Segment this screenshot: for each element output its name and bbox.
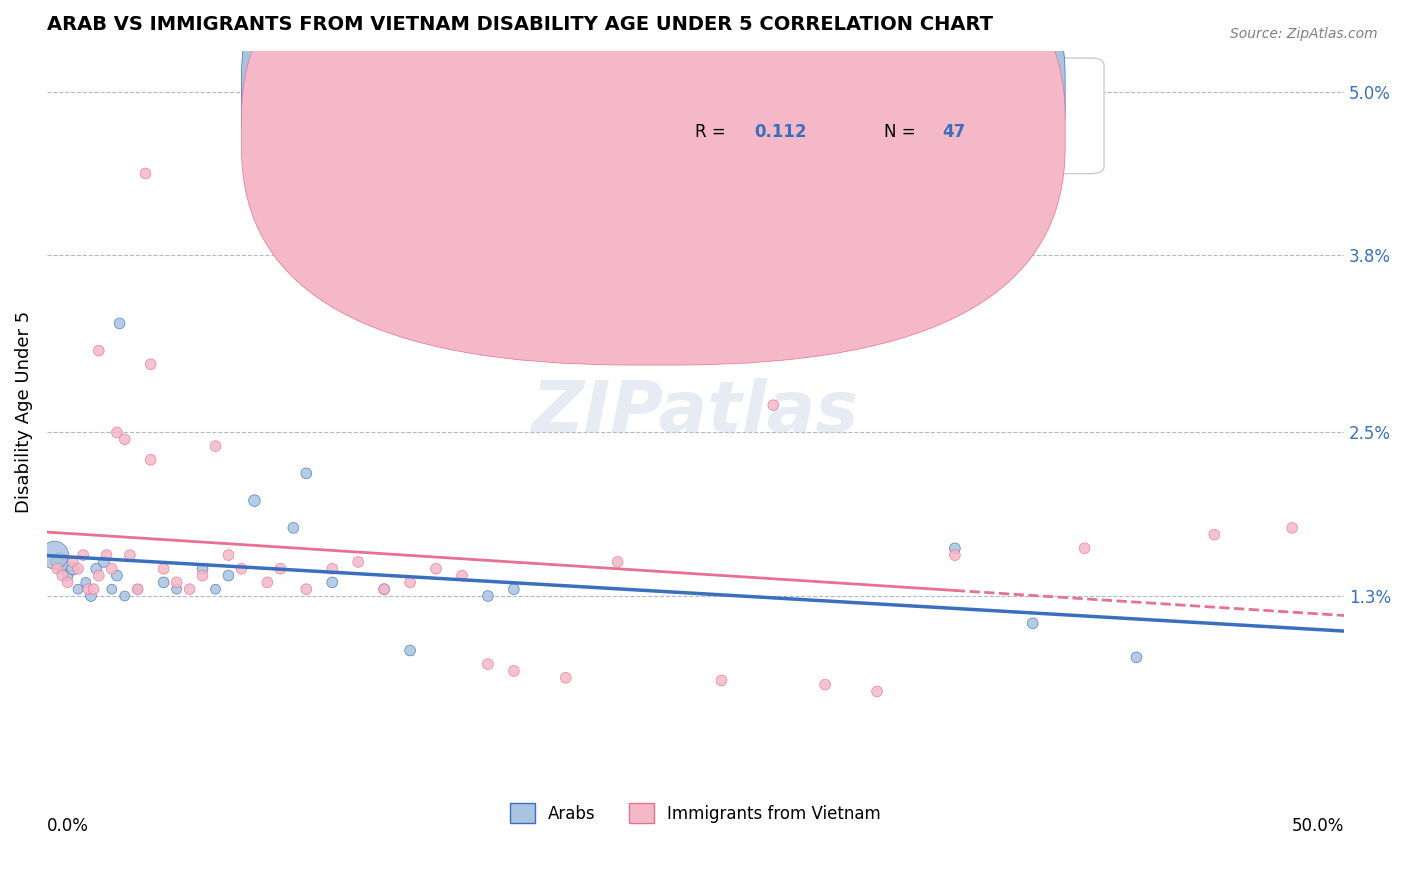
Point bbox=[134, 167, 156, 181]
Point bbox=[152, 575, 174, 590]
Point bbox=[321, 575, 343, 590]
Point bbox=[218, 568, 240, 582]
Point bbox=[114, 432, 136, 446]
Point bbox=[762, 398, 785, 412]
Text: ZIPatlas: ZIPatlas bbox=[531, 377, 859, 447]
Point bbox=[87, 343, 110, 358]
Point bbox=[1125, 650, 1147, 665]
Point bbox=[606, 555, 628, 569]
Point bbox=[218, 548, 240, 562]
Text: 0.112: 0.112 bbox=[754, 123, 806, 141]
Point bbox=[243, 493, 266, 508]
Text: 50.0%: 50.0% bbox=[1292, 816, 1344, 835]
Point bbox=[139, 452, 162, 467]
Text: 47: 47 bbox=[942, 123, 965, 141]
Text: R =: R = bbox=[696, 81, 731, 100]
Point bbox=[166, 582, 188, 597]
Point bbox=[1204, 527, 1226, 541]
Point bbox=[866, 684, 889, 698]
Point bbox=[1021, 616, 1043, 631]
Point bbox=[554, 671, 576, 685]
Point bbox=[84, 562, 107, 576]
Point bbox=[256, 575, 278, 590]
Point bbox=[191, 568, 214, 582]
Text: 30: 30 bbox=[942, 81, 965, 100]
Text: N =: N = bbox=[883, 81, 921, 100]
Point bbox=[93, 555, 115, 569]
Point bbox=[127, 582, 149, 597]
Point bbox=[502, 664, 524, 678]
FancyBboxPatch shape bbox=[242, 0, 1066, 326]
Text: N =: N = bbox=[883, 123, 921, 141]
Point bbox=[96, 548, 118, 562]
Point bbox=[152, 562, 174, 576]
Point bbox=[114, 589, 136, 603]
Point bbox=[814, 677, 837, 691]
Point bbox=[166, 575, 188, 590]
Point bbox=[295, 582, 318, 597]
Point bbox=[347, 555, 370, 569]
Point bbox=[269, 562, 291, 576]
Point bbox=[502, 582, 524, 597]
Point bbox=[451, 568, 474, 582]
Point bbox=[44, 548, 66, 562]
Point bbox=[80, 589, 103, 603]
Point bbox=[231, 562, 253, 576]
Point bbox=[425, 562, 447, 576]
Point bbox=[373, 582, 395, 597]
Point bbox=[46, 562, 69, 576]
Point bbox=[75, 575, 97, 590]
Point bbox=[66, 562, 89, 576]
Legend: Arabs, Immigrants from Vietnam: Arabs, Immigrants from Vietnam bbox=[503, 797, 887, 830]
Point bbox=[204, 439, 226, 453]
Point bbox=[139, 357, 162, 371]
Point bbox=[105, 568, 128, 582]
Point bbox=[191, 562, 214, 576]
Point bbox=[105, 425, 128, 440]
Point bbox=[118, 548, 141, 562]
Point bbox=[1073, 541, 1095, 556]
Point bbox=[62, 562, 84, 576]
Point bbox=[56, 575, 79, 590]
Point bbox=[943, 541, 966, 556]
Text: R =: R = bbox=[696, 123, 731, 141]
Point bbox=[710, 673, 733, 688]
Point bbox=[62, 555, 84, 569]
Point bbox=[321, 562, 343, 576]
Point bbox=[100, 582, 122, 597]
Point bbox=[295, 467, 318, 481]
Point bbox=[399, 643, 422, 657]
Text: -0.217: -0.217 bbox=[754, 81, 813, 100]
FancyBboxPatch shape bbox=[242, 0, 1066, 365]
Point bbox=[56, 568, 79, 582]
Point bbox=[399, 575, 422, 590]
Text: ARAB VS IMMIGRANTS FROM VIETNAM DISABILITY AGE UNDER 5 CORRELATION CHART: ARAB VS IMMIGRANTS FROM VIETNAM DISABILI… bbox=[46, 15, 993, 34]
Point bbox=[1281, 521, 1303, 535]
Point bbox=[204, 582, 226, 597]
Point bbox=[373, 582, 395, 597]
Point bbox=[51, 568, 73, 582]
Point bbox=[77, 582, 100, 597]
Point bbox=[943, 548, 966, 562]
Point bbox=[179, 582, 201, 597]
Text: 0.0%: 0.0% bbox=[46, 816, 89, 835]
Point bbox=[49, 555, 72, 569]
Point bbox=[127, 582, 149, 597]
FancyBboxPatch shape bbox=[598, 58, 1104, 174]
Point bbox=[477, 657, 499, 672]
Point bbox=[108, 317, 131, 331]
Point bbox=[72, 548, 94, 562]
Point bbox=[100, 562, 122, 576]
Y-axis label: Disability Age Under 5: Disability Age Under 5 bbox=[15, 311, 32, 513]
Point bbox=[83, 582, 105, 597]
Point bbox=[87, 568, 110, 582]
Point bbox=[66, 582, 89, 597]
Point bbox=[283, 521, 305, 535]
Point bbox=[477, 589, 499, 603]
Text: Source: ZipAtlas.com: Source: ZipAtlas.com bbox=[1230, 27, 1378, 41]
